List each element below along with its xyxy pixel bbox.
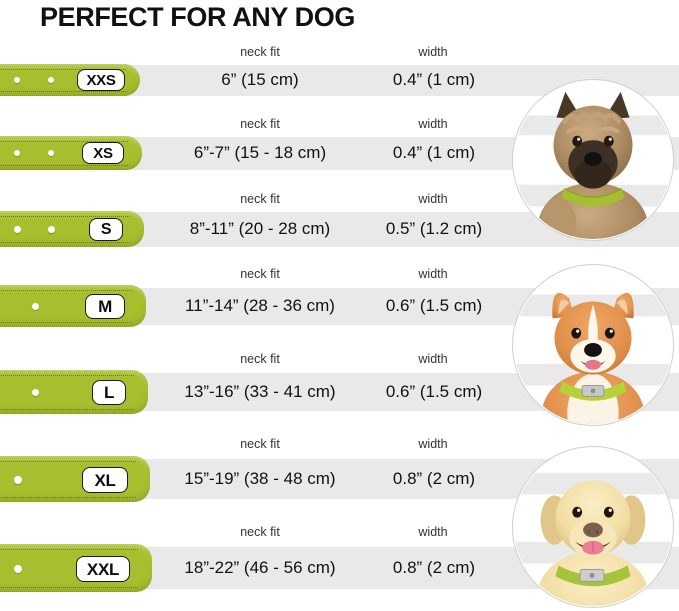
collar-hole [14,476,22,484]
width-value: 0.6” (1.5 cm) [385,382,483,401]
size-badge-m: M [85,294,125,319]
width-value: 0.6” (1.5 cm) [385,296,483,315]
width-header: width [418,192,448,206]
neck-fit-value: 6” (15 cm) [221,70,299,89]
neck-fit-header: neck fit [240,117,280,131]
collar-hole [14,565,22,573]
collar-graphic-xxl: XXL [0,544,152,592]
collar-graphic-m: M [0,285,146,327]
width-value: 0.8” (2 cm) [392,469,476,488]
neck-fit-header: neck fit [240,192,280,206]
neck-fit-header: neck fit [240,45,280,59]
neck-fit-header: neck fit [240,525,280,539]
width-value: 0.5” (1.2 cm) [385,219,483,238]
neck-fit-header: neck fit [240,437,280,451]
row-header-band [0,41,679,65]
width-header: width [418,45,448,59]
neck-fit-value: 13”-16” (33 - 41 cm) [184,382,336,401]
collar-hole [48,226,55,233]
neck-fit-value: 18”-22” (46 - 56 cm) [184,558,336,577]
neck-fit-value: 15”-19” (38 - 48 cm) [184,469,336,488]
width-header: width [418,525,448,539]
collar-graphic-xs: XS [0,136,142,170]
width-value: 0.4” (1 cm) [392,143,476,162]
size-badge-xs: XS [82,142,124,164]
neck-fit-value: 11”-14” (28 - 36 cm) [185,296,335,315]
size-badge-xl: XL [82,467,128,493]
size-badge-xxs: XXS [77,69,125,91]
neck-fit-value: 8”-11” (20 - 28 cm) [189,219,331,238]
collar-graphic-xl: XL [0,456,150,502]
size-badge-xxl: XXL [76,556,130,582]
width-header: width [418,437,448,451]
collar-hole [14,77,20,83]
labrador-dog-photo [512,446,674,608]
width-header: width [418,352,448,366]
collar-graphic-l: L [0,370,148,414]
size-badge-l: L [92,380,126,405]
neck-fit-header: neck fit [240,267,280,281]
size-badge-s: S [89,218,123,241]
width-header: width [418,267,448,281]
corgi-dog-photo [512,264,674,426]
collar-hole [14,150,20,156]
collar-hole [14,226,21,233]
width-header: width [418,117,448,131]
width-value: 0.4” (1 cm) [392,70,476,89]
collar-hole [48,77,54,83]
page-title: PERFECT FOR ANY DOG [40,2,355,32]
neck-fit-value: 6”-7” (15 - 18 cm) [193,143,327,162]
neck-fit-header: neck fit [240,352,280,366]
collar-graphic-xxs: XXS [0,64,140,96]
collar-hole [32,389,39,396]
width-value: 0.8” (2 cm) [392,558,476,577]
terrier-dog-photo [512,79,674,241]
collar-hole [48,150,54,156]
collar-hole [32,303,39,310]
collar-graphic-s: S [0,211,144,247]
